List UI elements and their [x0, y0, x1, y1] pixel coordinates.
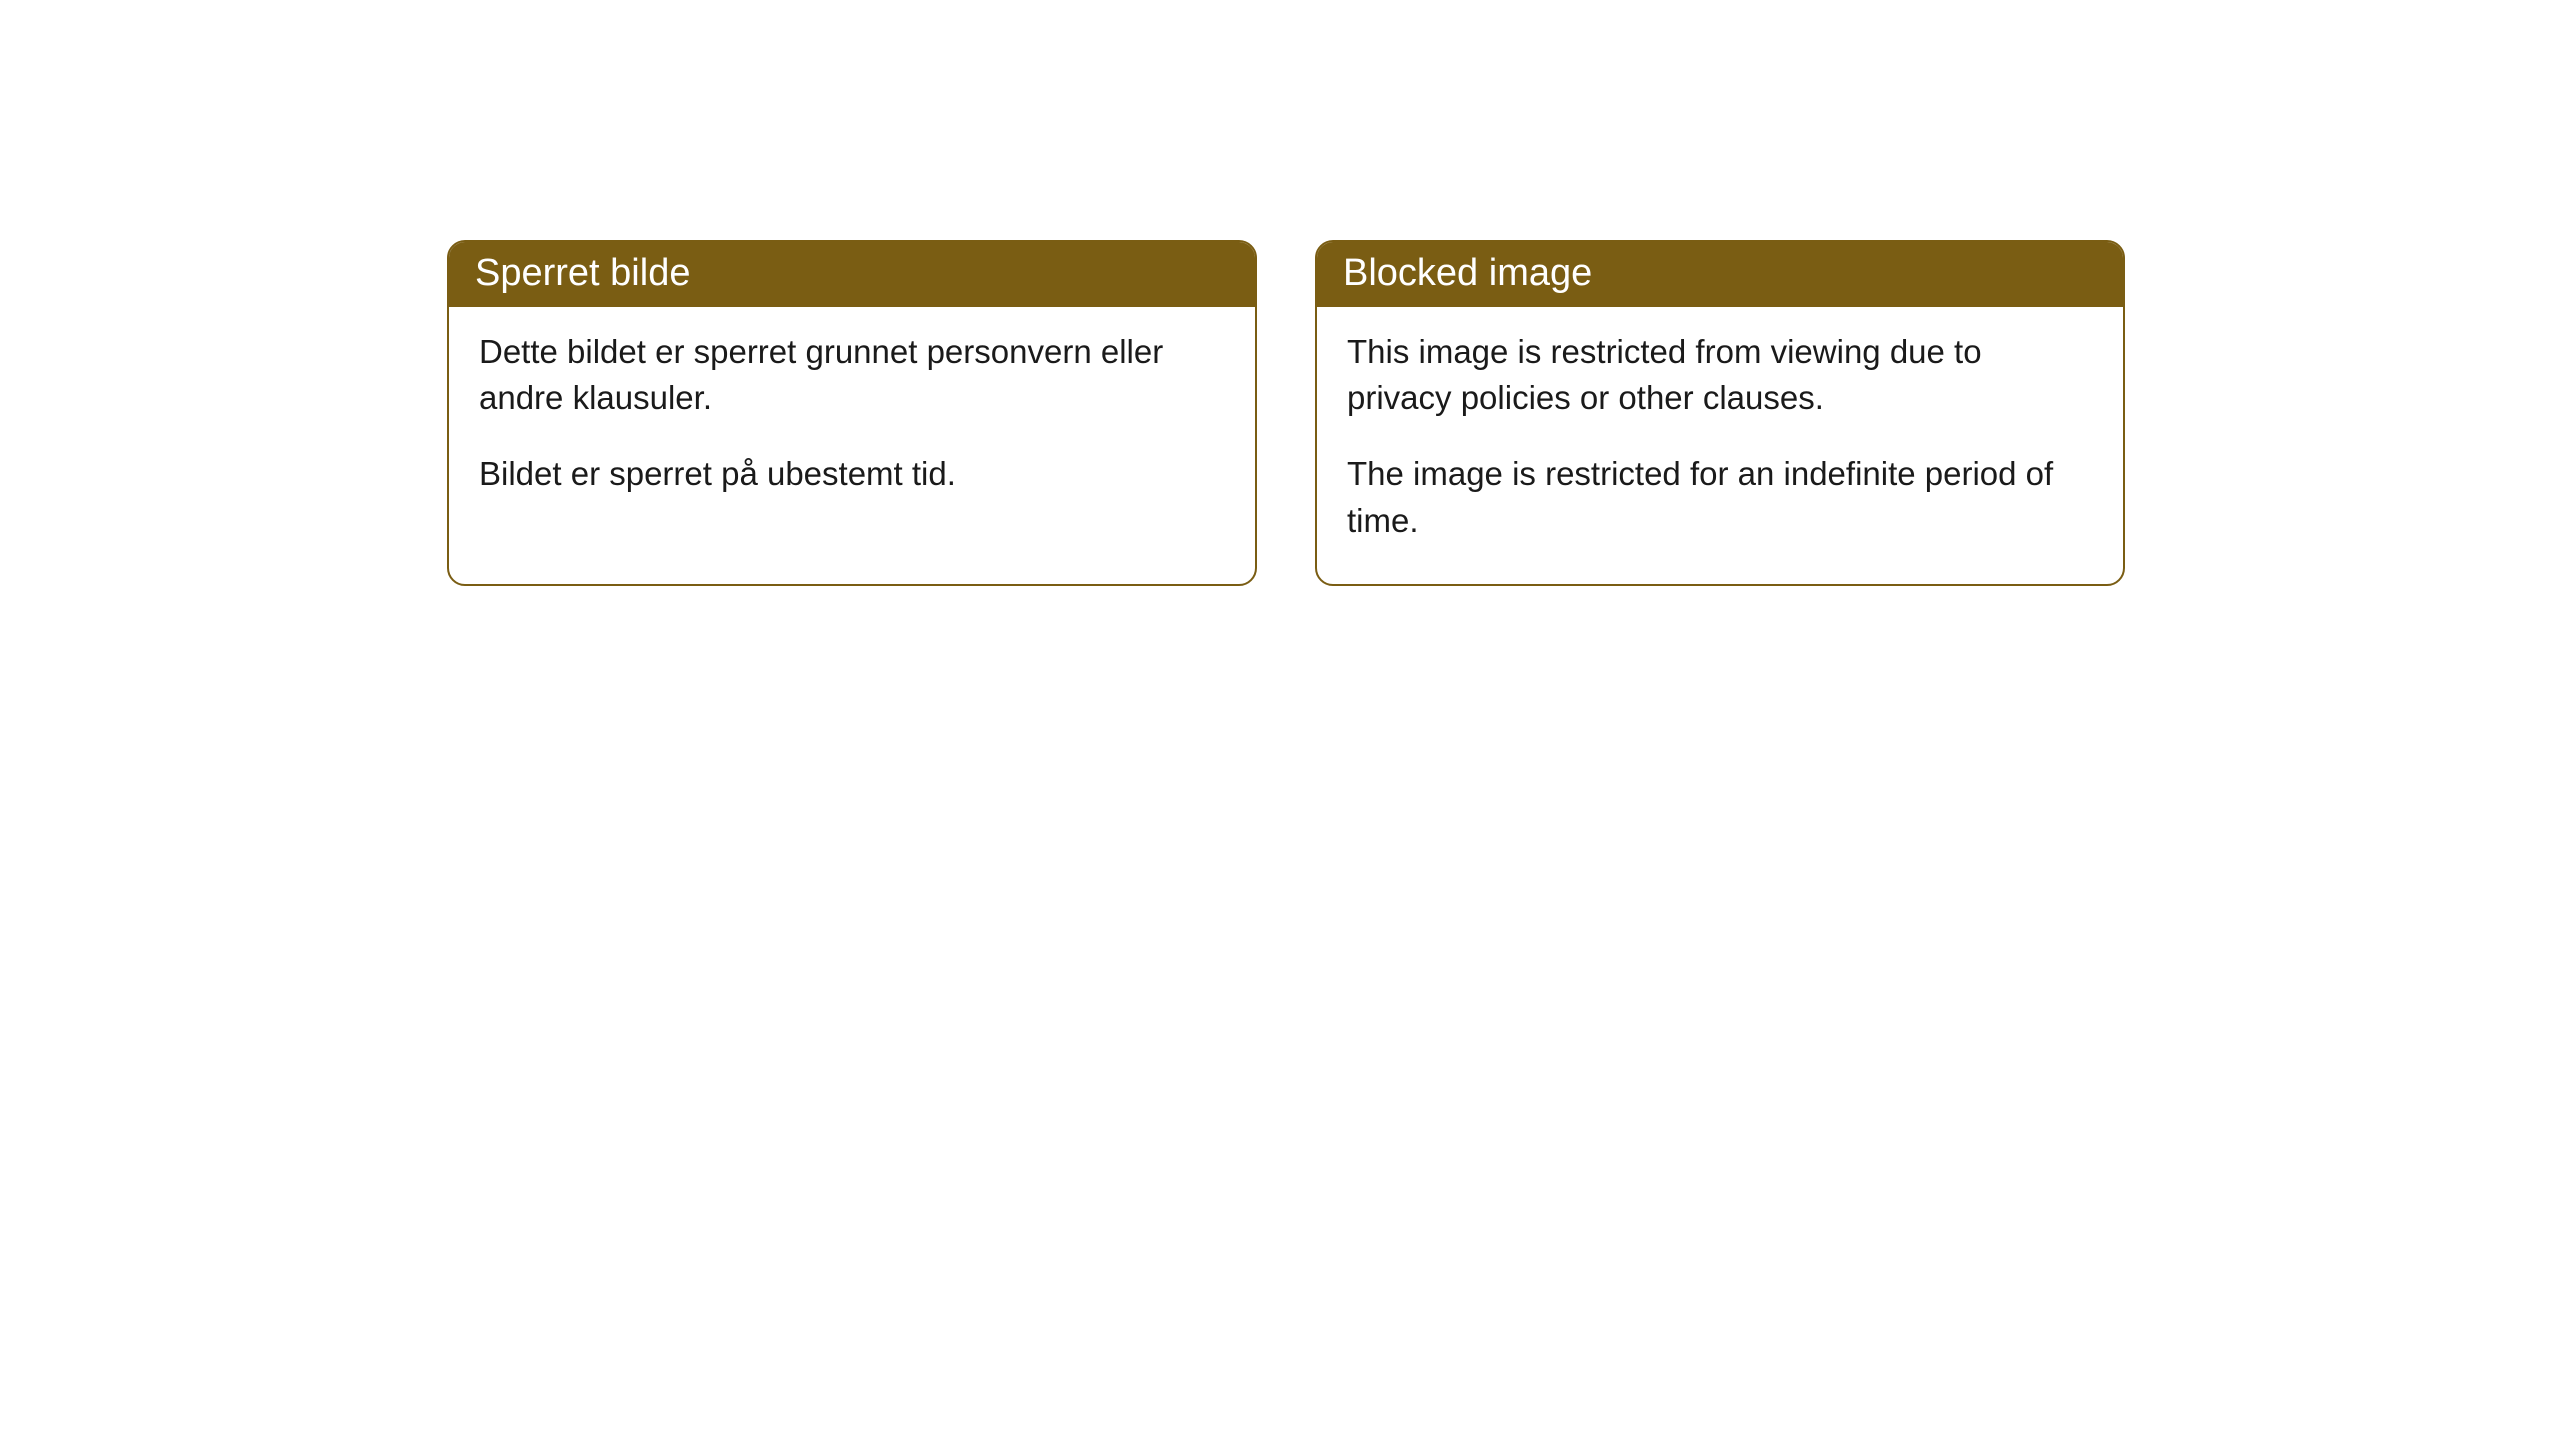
card-text-en-2: The image is restricted for an indefinit…: [1347, 451, 2093, 543]
card-header-en: Blocked image: [1317, 242, 2123, 307]
card-body-en: This image is restricted from viewing du…: [1317, 307, 2123, 584]
cards-container: Sperret bilde Dette bildet er sperret gr…: [0, 0, 2560, 586]
card-header-no: Sperret bilde: [449, 242, 1255, 307]
card-body-no: Dette bildet er sperret grunnet personve…: [449, 307, 1255, 538]
blocked-image-card-no: Sperret bilde Dette bildet er sperret gr…: [447, 240, 1257, 586]
card-text-no-2: Bildet er sperret på ubestemt tid.: [479, 451, 1225, 497]
card-text-en-1: This image is restricted from viewing du…: [1347, 329, 2093, 421]
card-text-no-1: Dette bildet er sperret grunnet personve…: [479, 329, 1225, 421]
blocked-image-card-en: Blocked image This image is restricted f…: [1315, 240, 2125, 586]
